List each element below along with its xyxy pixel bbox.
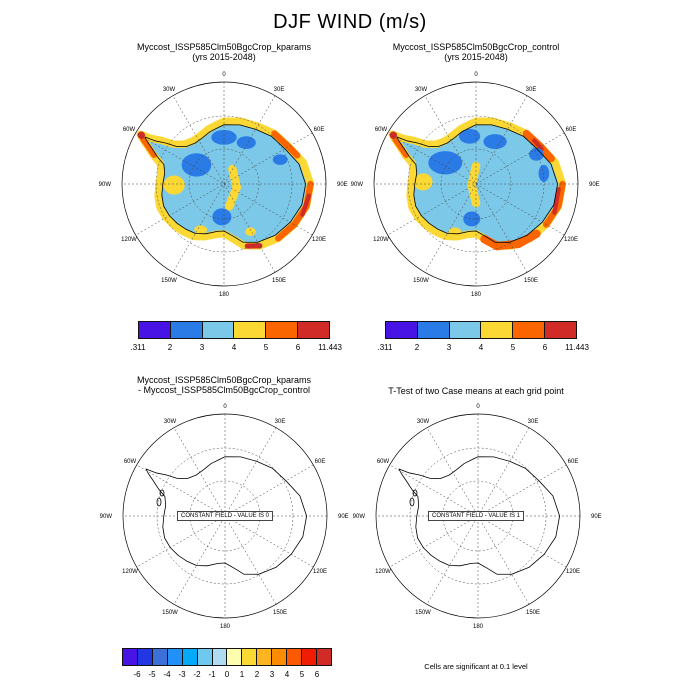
colorbar-tick: 5 [510, 343, 516, 352]
colorbar-cell [233, 321, 267, 339]
colorbar-tick: 2 [414, 343, 420, 352]
island-outline [412, 489, 418, 497]
colorbar-top-left [138, 321, 330, 339]
colorbar-cell [122, 648, 138, 666]
colorbar-cell [211, 648, 228, 666]
colorbar-cell [265, 321, 299, 339]
colorbar-cell [138, 321, 171, 339]
colorbar-tick: -2 [193, 670, 201, 679]
wind-field [138, 121, 311, 246]
colorbar-cell [297, 321, 330, 339]
colorbar-tick: 1 [239, 670, 245, 679]
colorbar-tick: 6 [295, 343, 301, 352]
island-outline [159, 489, 165, 497]
colorbar-cell [151, 648, 168, 666]
colorbar-cell [512, 321, 546, 339]
panel-title-line1: Myccost_ISSP585Clm50BgcCrop_kparams [136, 42, 312, 52]
colorbar-ticks-top-left: .311 2 3 4 5 6 11.443 [131, 343, 342, 353]
colorbar-tick: 11.443 [318, 343, 342, 352]
constant-field-label-bottom-left: CONSTANT FIELD - VALUE IS 0 [176, 511, 274, 521]
colorbar-cell [544, 321, 577, 339]
colorbar-cell [301, 648, 317, 666]
colorbar-cell [196, 648, 213, 666]
panel-title-line1: Myccost_ISSP585Clm50BgcCrop_control [392, 42, 560, 52]
colorbar-cell [241, 648, 258, 666]
colorbar-ticks-top-right: .311 2 3 4 5 6 11.443 [378, 343, 589, 353]
colorbar-cell [416, 321, 450, 339]
panel-title-line2: (yrs 2015-2048) [444, 52, 508, 62]
colorbar-tick: -5 [148, 670, 156, 679]
significance-footnote: Cells are significant at 0.1 level [424, 662, 528, 671]
colorbar-top-right [385, 321, 577, 339]
map-top-left [98, 71, 349, 299]
colorbar-tick: 2 [167, 343, 173, 352]
colorbar-cell [169, 321, 203, 339]
panel-title-bottom-left: Myccost_ISSP585Clm50BgcCrop_kparams - My… [74, 375, 374, 395]
colorbar-tick: 5 [263, 343, 269, 352]
panel-title-line1: Myccost_ISSP585Clm50BgcCrop_kparams [136, 375, 312, 385]
colorbar-tick: 4 [284, 670, 290, 679]
colorbar-tick: 4 [231, 343, 237, 352]
colorbar-cell [256, 648, 273, 666]
map-bottom-right [352, 403, 603, 631]
colorbar-cell [286, 648, 303, 666]
colorbar-cell [385, 321, 418, 339]
colorbar-tick: 0 [224, 670, 230, 679]
colorbar-tick: 2 [254, 670, 260, 679]
page-title: DJF WIND (m/s) [273, 11, 427, 33]
colorbar-tick: 3 [269, 670, 275, 679]
colorbar-tick: 6 [314, 670, 320, 679]
colorbar-cell [226, 648, 243, 666]
island-outline [409, 497, 415, 507]
colorbar-cell [480, 321, 514, 339]
colorbar-tick: 3 [199, 343, 205, 352]
constant-field-label-bottom-right: CONSTANT FIELD - VALUE IS 1 [427, 511, 525, 521]
colorbar-tick: -6 [133, 670, 141, 679]
colorbar-cell [315, 648, 332, 666]
colorbar-bottom-left [122, 648, 332, 666]
panel-title-bottom-right: T-Test of two Case means at each grid po… [326, 386, 626, 396]
island-outline [156, 497, 162, 507]
colorbar-tick: -1 [208, 670, 216, 679]
colorbar-tick: .311 [377, 343, 393, 352]
panel-title-line2: - Myccost_ISSP585Clm50BgcCrop_control [137, 385, 311, 395]
panel-title-top-left: Myccost_ISSP585Clm50BgcCrop_kparams (yrs… [74, 42, 374, 62]
colorbar-cell [136, 648, 153, 666]
colorbar-tick: 5 [299, 670, 305, 679]
colorbar-tick: 6 [542, 343, 548, 352]
colorbar-cell [166, 648, 183, 666]
map-top-right [350, 71, 601, 299]
colorbar-tick: 3 [446, 343, 452, 352]
colorbar-tick: -3 [178, 670, 186, 679]
colorbar-ticks-bottom-left: -6 -5 -4 -3 -2 -1 0 1 2 3 4 5 6 [122, 670, 332, 680]
colorbar-cell [448, 321, 482, 339]
colorbar-tick: -4 [163, 670, 171, 679]
panel-title-line2: (yrs 2015-2048) [192, 52, 256, 62]
colorbar-tick: .311 [130, 343, 146, 352]
map-bottom-left [99, 403, 350, 631]
colorbar-cell [201, 321, 235, 339]
colorbar-cell [181, 648, 198, 666]
panel-title-top-right: Myccost_ISSP585Clm50BgcCrop_control (yrs… [326, 42, 626, 62]
panel-title-line1: T-Test of two Case means at each grid po… [388, 386, 564, 396]
colorbar-tick: 4 [478, 343, 484, 352]
colorbar-cell [271, 648, 288, 666]
colorbar-tick: 11.443 [565, 343, 589, 352]
